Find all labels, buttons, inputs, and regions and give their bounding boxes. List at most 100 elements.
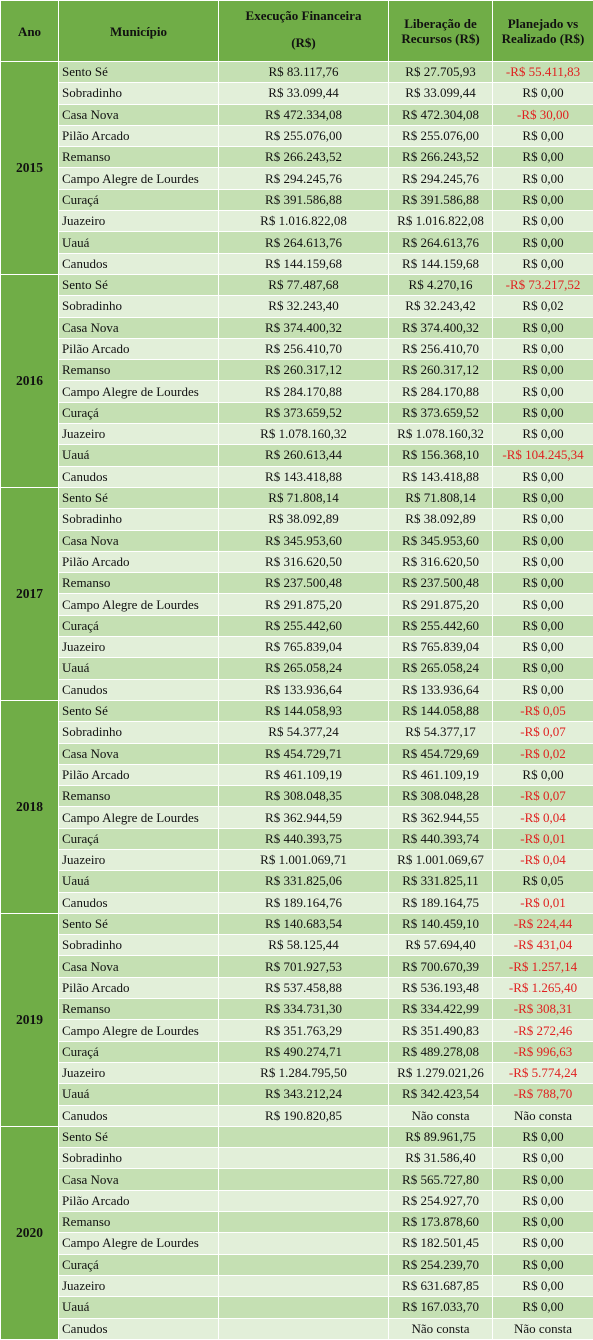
municipio-cell: Pilão Arcado [59,338,219,359]
municipio-cell: Uauá [59,1297,219,1318]
liberacao-cell: R$ 189.164,75 [389,892,493,913]
liberacao-cell: R$ 316.620,50 [389,551,493,572]
planejado-cell: R$ 0,00 [493,551,593,572]
planejado-cell: -R$ 0,01 [493,828,593,849]
liberacao-cell: R$ 156.368,10 [389,445,493,466]
header-municipio: Município [59,1,219,62]
execucao-cell: R$ 374.400,32 [219,317,389,338]
execucao-cell: R$ 291.875,20 [219,594,389,615]
liberacao-cell: R$ 256.410,70 [389,338,493,359]
execucao-cell [219,1275,389,1296]
planejado-cell: R$ 0,00 [493,253,593,274]
execucao-cell: R$ 472.334,08 [219,104,389,125]
liberacao-cell: R$ 374.400,32 [389,317,493,338]
municipio-cell: Casa Nova [59,743,219,764]
municipio-cell: Uauá [59,1084,219,1105]
municipio-cell: Canudos [59,466,219,487]
planejado-cell: R$ 0,00 [493,211,593,232]
planejado-cell: -R$ 431,04 [493,935,593,956]
liberacao-cell: R$ 391.586,88 [389,189,493,210]
municipio-cell: Campo Alegre de Lourdes [59,594,219,615]
planejado-cell: R$ 0,00 [493,509,593,530]
planejado-cell: R$ 0,00 [493,1169,593,1190]
execucao-cell: R$ 537.458,88 [219,977,389,998]
execucao-cell: R$ 71.808,14 [219,487,389,508]
planejado-cell: R$ 0,00 [493,764,593,785]
liberacao-cell: R$ 89.961,75 [389,1126,493,1147]
planejado-cell: R$ 0,00 [493,125,593,146]
liberacao-cell: R$ 167.033,70 [389,1297,493,1318]
municipio-cell: Juazeiro [59,849,219,870]
municipio-cell: Sento Sé [59,487,219,508]
liberacao-cell: R$ 331.825,11 [389,871,493,892]
planejado-cell: R$ 0,00 [493,1148,593,1169]
year-cell: 2017 [1,487,59,700]
liberacao-cell: R$ 308.048,28 [389,786,493,807]
planejado-cell: R$ 0,00 [493,637,593,658]
liberacao-cell: R$ 255.442,60 [389,615,493,636]
planejado-cell: R$ 0,00 [493,594,593,615]
planejado-cell: R$ 0,00 [493,530,593,551]
planejado-cell: -R$ 308,31 [493,999,593,1020]
execucao-cell: R$ 140.683,54 [219,913,389,934]
planejado-cell: R$ 0,00 [493,360,593,381]
execucao-cell: R$ 362.944,59 [219,807,389,828]
planejado-cell: -R$ 0,01 [493,892,593,913]
municipio-cell: Curaçá [59,402,219,423]
planejado-cell: -R$ 0,04 [493,849,593,870]
liberacao-cell: R$ 536.193,48 [389,977,493,998]
planejado-cell: -R$ 0,04 [493,807,593,828]
liberacao-cell: R$ 254.927,70 [389,1190,493,1211]
liberacao-cell: R$ 700.670,39 [389,956,493,977]
execucao-cell: R$ 265.058,24 [219,658,389,679]
execucao-cell: R$ 308.048,35 [219,786,389,807]
execucao-cell: R$ 490.274,71 [219,1041,389,1062]
planejado-cell: R$ 0,00 [493,487,593,508]
planejado-cell: R$ 0,00 [493,573,593,594]
execucao-cell [219,1233,389,1254]
planejado-cell: R$ 0,00 [493,1233,593,1254]
planejado-cell: -R$ 224,44 [493,913,593,934]
planejado-cell: -R$ 73.217,52 [493,274,593,295]
execucao-cell: R$ 316.620,50 [219,551,389,572]
execucao-cell: R$ 334.731,30 [219,999,389,1020]
municipio-cell: Campo Alegre de Lourdes [59,381,219,402]
execucao-cell: R$ 461.109,19 [219,764,389,785]
liberacao-cell: R$ 342.423,54 [389,1084,493,1105]
execucao-cell: R$ 440.393,75 [219,828,389,849]
liberacao-cell: R$ 260.317,12 [389,360,493,381]
liberacao-cell: R$ 1.016.822,08 [389,211,493,232]
execucao-cell: R$ 144.058,93 [219,700,389,721]
planejado-cell: -R$ 996,63 [493,1041,593,1062]
execucao-cell: R$ 255.076,00 [219,125,389,146]
liberacao-cell: R$ 1.001.069,67 [389,849,493,870]
execucao-cell: R$ 1.284.795,50 [219,1062,389,1083]
liberacao-cell: R$ 38.092,89 [389,509,493,530]
municipio-cell: Uauá [59,871,219,892]
execucao-cell: R$ 1.016.822,08 [219,211,389,232]
year-cell: 2016 [1,274,59,487]
municipio-cell: Campo Alegre de Lourdes [59,1020,219,1041]
liberacao-cell: R$ 284.170,88 [389,381,493,402]
